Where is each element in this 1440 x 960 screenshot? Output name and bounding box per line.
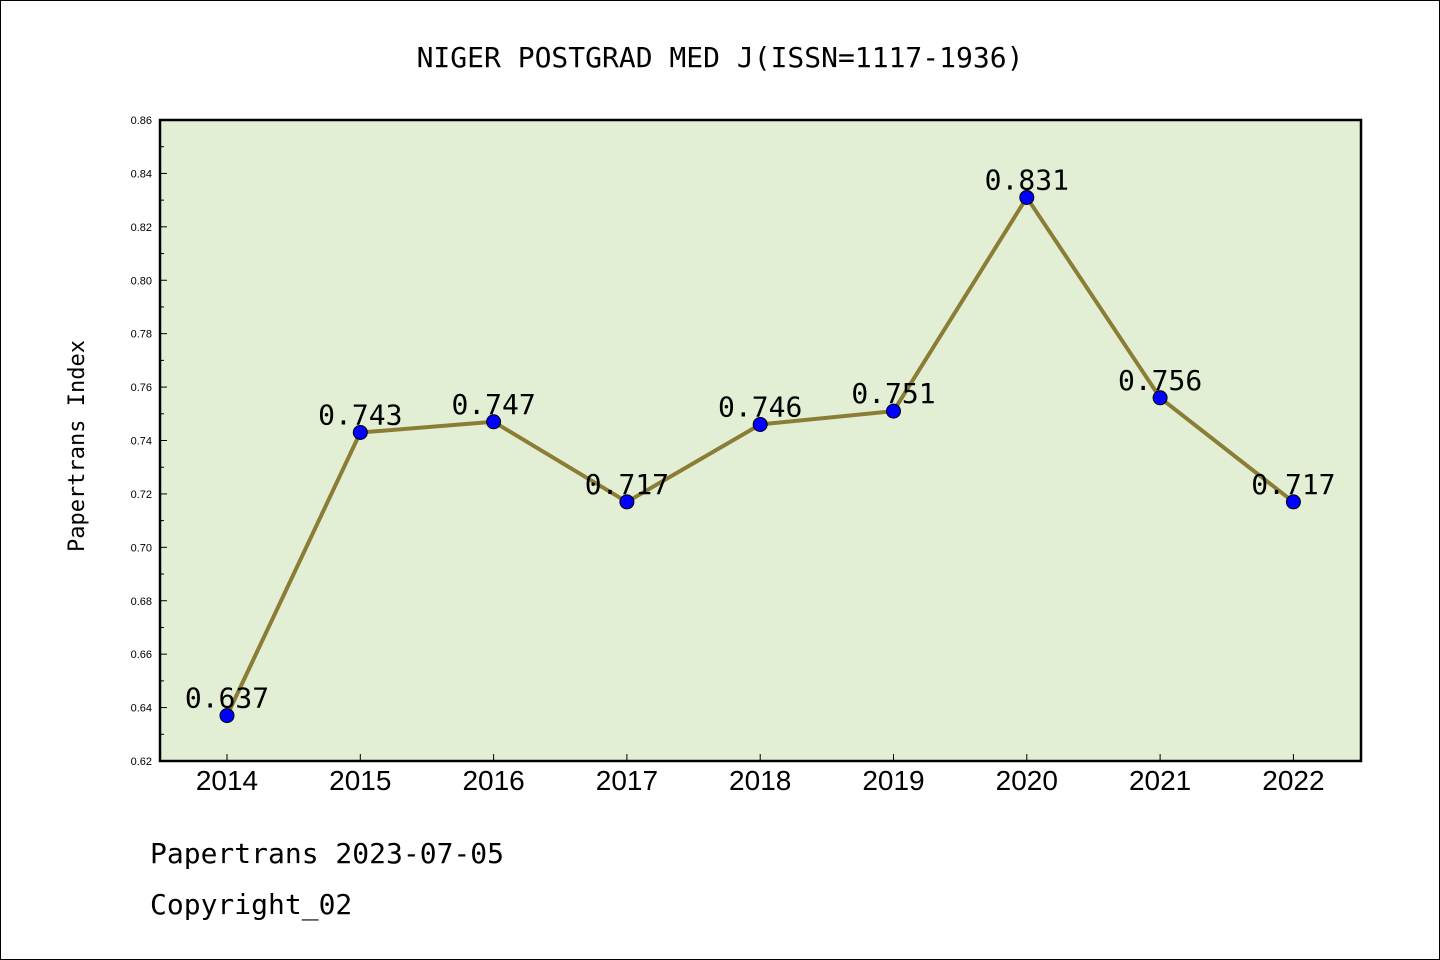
x-tick-label: 2021 <box>1129 765 1191 796</box>
chart-title: NIGER POSTGRAD MED J(ISSN=1117-1936) <box>417 41 1024 74</box>
y-tick-label: 0.62 <box>131 756 152 768</box>
footer-copyright: Copyright_02 <box>150 888 352 922</box>
footer-date: Papertrans 2023-07-05 <box>150 837 504 870</box>
data-point <box>752 416 768 432</box>
x-tick-label: 2016 <box>462 765 524 796</box>
y-tick-label: 0.84 <box>131 168 152 180</box>
data-label: 0.717 <box>585 468 669 501</box>
x-tick-label: 2022 <box>1262 765 1324 796</box>
data-point <box>486 414 502 430</box>
x-tick-label: 2020 <box>996 765 1058 796</box>
x-tick-label: 2015 <box>329 765 391 796</box>
x-axis: 2014 2015 2016 2017 2018 2019 2020 2021 2022 <box>196 754 1325 796</box>
plot-area <box>158 118 1363 763</box>
y-tick-label: 0.86 <box>131 115 152 127</box>
data-point <box>219 708 235 724</box>
y-tick-label: 0.82 <box>131 222 152 234</box>
data-label: 0.751 <box>851 377 935 410</box>
y-tick-label: 0.78 <box>131 329 152 341</box>
y-tick-label: 0.74 <box>131 436 152 448</box>
x-tick-label: 2017 <box>596 765 658 796</box>
data-point <box>1152 390 1168 406</box>
y-axis: 0.62 0.64 0.66 0.68 0.70 0.72 0.74 0.76 0.78 0.80… <box>131 115 167 768</box>
y-axis-label: Papertrans Index <box>65 340 90 552</box>
y-tick-label: 0.72 <box>131 489 152 501</box>
data-label: 0.747 <box>451 388 535 421</box>
data-label: 0.756 <box>1118 364 1202 397</box>
data-point <box>1019 189 1035 205</box>
data-point <box>1285 494 1301 510</box>
y-tick-label: 0.76 <box>131 382 152 394</box>
x-tick-label: 2018 <box>729 765 791 796</box>
x-tick-label: 2019 <box>862 765 924 796</box>
data-label: 0.637 <box>185 682 269 715</box>
data-point <box>886 403 901 419</box>
data-series <box>219 189 1301 724</box>
data-label: 0.746 <box>718 390 802 423</box>
data-label: 0.717 <box>1251 468 1335 501</box>
data-label: 0.743 <box>318 398 402 431</box>
y-tick-label: 0.80 <box>131 275 152 287</box>
data-point <box>352 424 368 440</box>
x-tick-label: 2014 <box>196 765 258 796</box>
y-tick-label: 0.68 <box>131 596 152 608</box>
y-tick-label: 0.66 <box>131 649 152 661</box>
data-point <box>619 494 635 510</box>
y-tick-label: 0.70 <box>131 542 152 554</box>
data-labels: 0.637 0.743 0.747 0.717 0.746 0.751 0.831 0.756… <box>185 163 1336 714</box>
y-tick-label: 0.64 <box>131 703 152 715</box>
data-label: 0.831 <box>985 163 1069 196</box>
